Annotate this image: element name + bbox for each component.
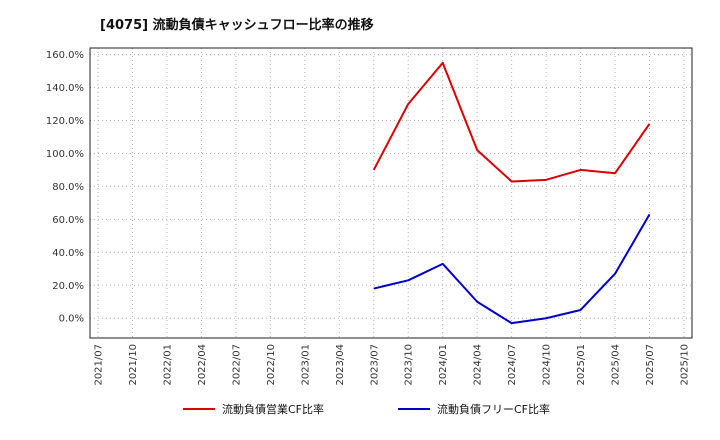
x-tick-label: 2022/07	[231, 344, 242, 386]
chart-title: [4075] 流動負債キャッシュフロー比率の推移	[100, 17, 374, 33]
x-tick-label: 2024/10	[542, 344, 553, 386]
x-tick-label: 2022/01	[162, 344, 173, 386]
series-line	[372, 61, 651, 183]
data-series-lines	[372, 61, 651, 325]
x-axis-tick-labels: 2021/07 2021/10 2022/01 2022/04 2022/07 2022/…	[94, 344, 691, 386]
x-tick-label: 2023/07	[369, 344, 380, 386]
legend: 流動負債営業CF比率 流動負債フリーCF比率	[183, 402, 550, 416]
x-tick-label: 2024/07	[507, 344, 518, 386]
y-tick-label: 140.0%	[46, 83, 84, 94]
y-tick-label: 160.0%	[46, 50, 84, 61]
x-tick-label: 2025/07	[645, 344, 656, 386]
y-tick-label: 40.0%	[52, 248, 84, 259]
x-tick-label: 2025/04	[611, 344, 622, 386]
plot-border	[89, 47, 693, 339]
legend-label-operating-cf: 流動負債営業CF比率	[222, 402, 324, 416]
grid-lines	[90, 48, 692, 338]
x-tick-label: 2021/07	[94, 344, 105, 386]
x-tick-label: 2023/10	[404, 344, 415, 386]
y-tick-label: 120.0%	[46, 116, 84, 127]
x-tick-label: 2025/01	[576, 344, 587, 386]
x-tick-label: 2022/10	[266, 344, 277, 386]
legend-label-free-cf: 流動負債フリーCF比率	[437, 402, 550, 416]
x-tick-label: 2021/10	[128, 344, 139, 386]
y-tick-label: 100.0%	[46, 149, 84, 160]
y-tick-label: 60.0%	[52, 215, 84, 226]
y-tick-label: 80.0%	[52, 182, 84, 193]
x-tick-label: 2025/10	[680, 344, 691, 386]
x-tick-label: 2024/04	[473, 344, 484, 386]
x-tick-label: 2023/04	[335, 344, 346, 386]
y-tick-label: 20.0%	[52, 281, 84, 292]
y-axis-tick-labels: 0.0% 20.0% 40.0% 60.0% 80.0% 100.0% 120.0% 140.…	[46, 50, 84, 325]
x-tick-label: 2022/04	[197, 344, 208, 386]
x-tick-label: 2023/01	[300, 344, 311, 386]
x-tick-label: 2024/01	[438, 344, 449, 386]
series-line	[373, 213, 651, 325]
y-tick-label: 0.0%	[59, 314, 84, 325]
